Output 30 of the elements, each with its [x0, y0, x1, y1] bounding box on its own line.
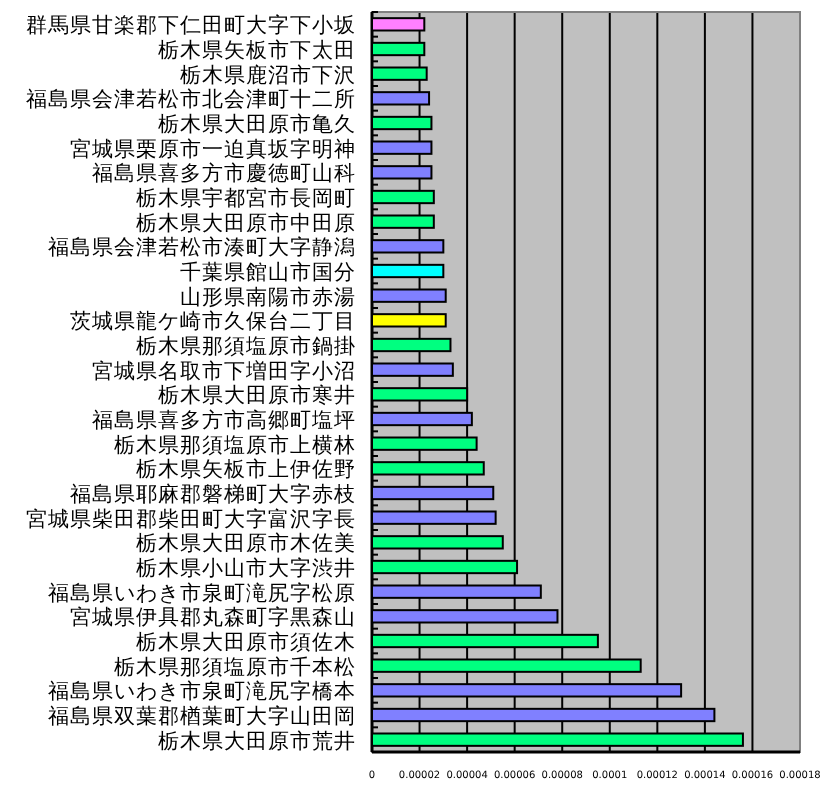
y-tick-label: 山形県南陽市赤湯 [180, 283, 356, 310]
y-tick-label: 栃木県小山市大字渋井 [136, 555, 356, 581]
y-tick-label: 栃木県鹿沼市下沢 [180, 61, 356, 88]
y-tick-label: 宮城県柴田郡柴田町大字富沢字長 [26, 505, 356, 532]
y-tick-label: 千葉県館山市国分 [180, 259, 356, 285]
y-tick-label: 福島県いわき市泉町滝尻字松原 [48, 579, 356, 606]
y-tick-label: 福島県いわき市泉町滝尻字橋本 [48, 678, 356, 705]
y-tick-label: 宮城県栗原市一迫真坂字明神 [70, 135, 356, 162]
y-tick-label: 栃木県大田原市須佐木 [136, 629, 356, 655]
y-tick-label: 栃木県大田原市寒井 [158, 382, 356, 409]
y-tick-label: 茨城県龍ケ崎市久保台二丁目 [70, 308, 356, 335]
y-tick-label: 群馬県甘楽郡下仁田町大字下小坂 [26, 12, 356, 39]
y-tick-label: 栃木県大田原市中田原 [136, 209, 356, 236]
y-tick-label: 栃木県矢板市上伊佐野 [136, 456, 356, 483]
y-tick-label: 栃木県那須塩原市鍋掛 [136, 333, 356, 359]
y-tick-label: 栃木県宇都宮市長岡町 [136, 185, 356, 211]
y-tick-label: 宮城県名取市下増田字小沼 [92, 357, 356, 384]
y-tick-label: 福島県会津若松市湊町大字静潟 [48, 234, 356, 261]
y-tick-label: 栃木県大田原市亀久 [158, 111, 356, 137]
y-tick-label: 福島県耶麻郡磐梯町大字赤枝 [70, 481, 356, 507]
y-tick-label: 栃木県那須塩原市上横林 [114, 431, 356, 458]
y-tick-label: 栃木県大田原市木佐美 [136, 530, 356, 557]
y-tick-label: 福島県喜多方市高郷町塩坪 [92, 407, 356, 433]
y-tick-label: 宮城県伊具郡丸森町字黒森山 [70, 604, 356, 631]
y-tick-label: 福島県会津若松市北会津町十二所 [26, 86, 356, 113]
y-tick-label: 栃木県矢板市下太田 [158, 37, 356, 63]
y-tick-label: 福島県喜多方市慶徳町山科 [92, 160, 356, 187]
y-tick-label: 栃木県大田原市荒井 [158, 727, 356, 754]
y-tick-label: 福島県双葉郡楢葉町大字山田岡 [48, 703, 356, 729]
y-tick-label: 栃木県那須塩原市千本松 [114, 653, 356, 680]
